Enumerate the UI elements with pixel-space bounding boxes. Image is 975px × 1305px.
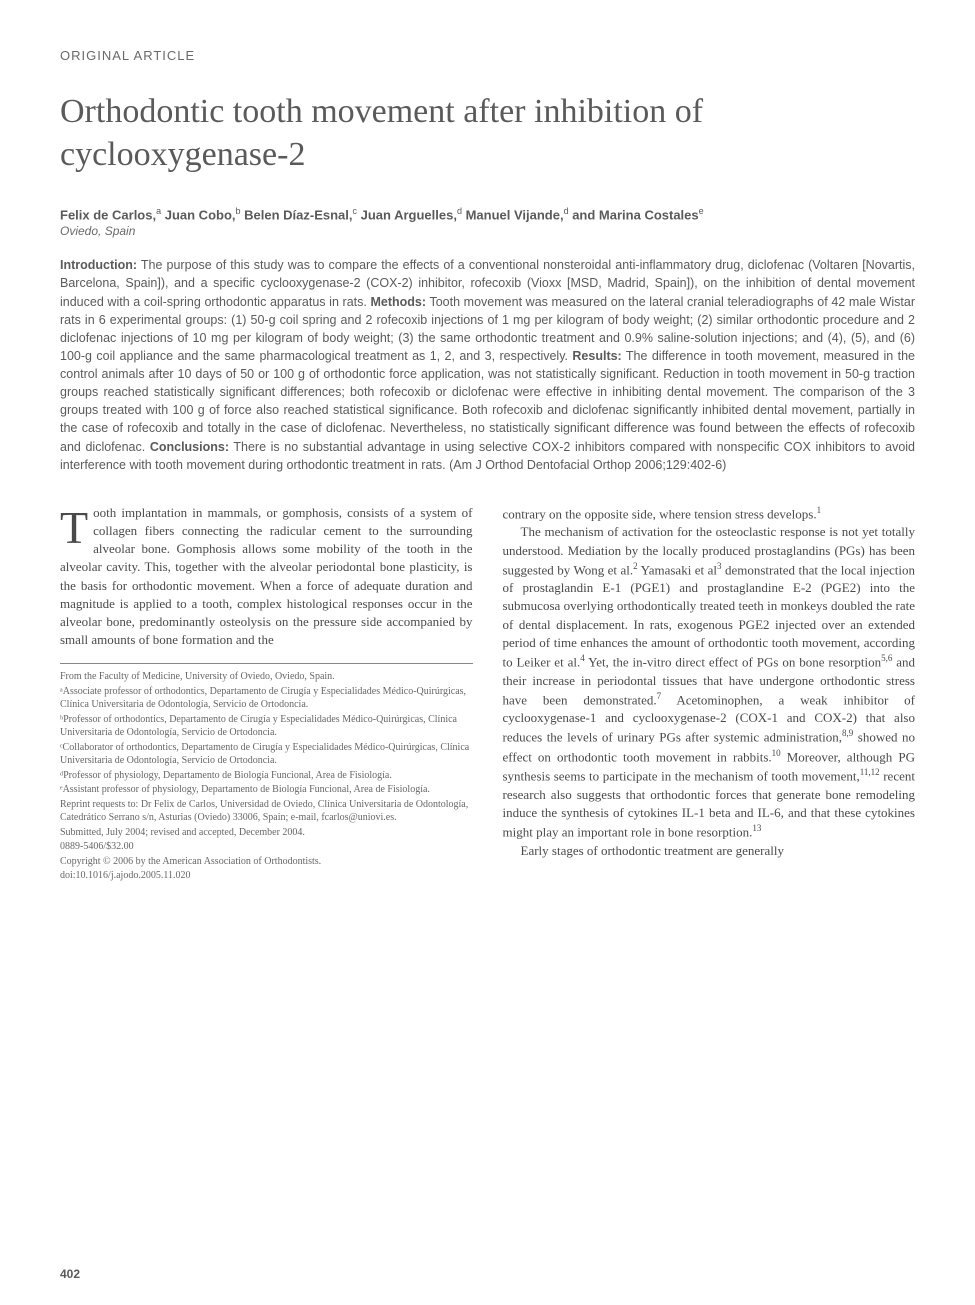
footnotes: From the Faculty of Medicine, University…: [60, 663, 473, 883]
citation-ref: 10: [772, 748, 781, 758]
body-paragraph: The mechanism of activation for the oste…: [503, 523, 916, 841]
citation-ref: 8,9: [842, 728, 853, 738]
footnote-line: ᵇProfessor of orthodontics, Departamento…: [60, 713, 473, 740]
footnote-line: ᵈProfessor of physiology, Departamento d…: [60, 769, 473, 783]
article-title: Orthodontic tooth movement after inhibit…: [60, 91, 915, 176]
abstract-results-text: The difference in tooth movement, measur…: [60, 349, 915, 454]
footnote-line: Copyright © 2006 by the American Associa…: [60, 855, 473, 869]
body-columns: Tooth implantation in mammals, or gompho…: [60, 504, 915, 884]
abstract-results-label: Results:: [572, 349, 621, 363]
body-text: ooth implantation in mammals, or gomphos…: [60, 505, 473, 647]
body-paragraph: Tooth implantation in mammals, or gompho…: [60, 504, 473, 650]
section-label: ORIGINAL ARTICLE: [60, 48, 915, 63]
footnote-line: ᶜCollaborator of orthodontics, Departame…: [60, 741, 473, 768]
footnote-line: ᵉAssistant professor of physiology, Depa…: [60, 783, 473, 797]
footnote-line: ᵃAssociate professor of orthodontics, De…: [60, 685, 473, 712]
author-list: Felix de Carlos,a Juan Cobo,b Belen Díaz…: [60, 206, 915, 222]
citation-ref: 11,12: [860, 767, 880, 777]
footnote-line: Reprint requests to: Dr Felix de Carlos,…: [60, 798, 473, 825]
body-text: Early stages of orthodontic treatment ar…: [521, 843, 785, 858]
footnote-line: Submitted, July 2004; revised and accept…: [60, 826, 473, 840]
body-text: contrary on the opposite side, where ten…: [503, 506, 817, 521]
page-number: 402: [60, 1267, 80, 1281]
citation-ref: 1: [817, 505, 822, 515]
dropcap: T: [60, 504, 93, 547]
column-left: Tooth implantation in mammals, or gompho…: [60, 504, 473, 884]
body-text: Yamasaki et al: [638, 562, 717, 577]
body-paragraph: Early stages of orthodontic treatment ar…: [503, 842, 916, 860]
footnote-line: 0889-5406/$32.00: [60, 840, 473, 854]
body-text: Yet, the in-vitro direct effect of PGs o…: [585, 654, 881, 669]
column-right: contrary on the opposite side, where ten…: [503, 504, 916, 884]
abstract: Introduction: The purpose of this study …: [60, 256, 915, 474]
abstract-conclusions-label: Conclusions:: [150, 440, 229, 454]
citation-ref: 13: [752, 823, 761, 833]
footnote-line: doi:10.1016/j.ajodo.2005.11.020: [60, 869, 473, 883]
footnote-line: From the Faculty of Medicine, University…: [60, 670, 473, 684]
abstract-methods-label: Methods:: [371, 295, 427, 309]
citation-ref: 5,6: [881, 653, 892, 663]
abstract-intro-label: Introduction:: [60, 258, 137, 272]
body-paragraph: contrary on the opposite side, where ten…: [503, 504, 916, 524]
author-location: Oviedo, Spain: [60, 224, 915, 238]
